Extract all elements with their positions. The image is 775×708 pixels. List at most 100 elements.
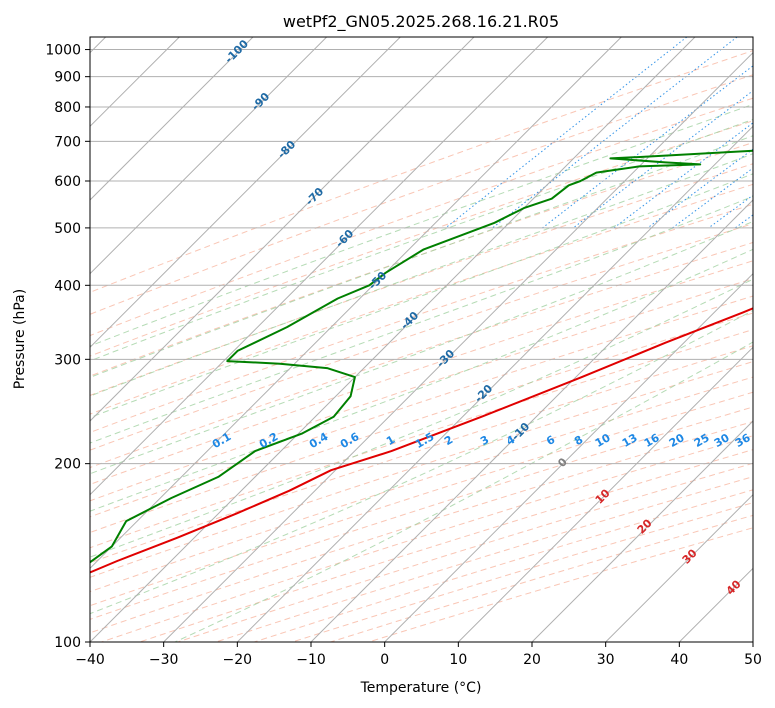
mixing-ratio-line	[672, 167, 753, 229]
isotherm-line	[90, 37, 328, 275]
y-tick-label: 500	[54, 221, 81, 237]
isotherm-line	[90, 37, 254, 201]
isotherm-line	[605, 493, 753, 642]
moist-adiabat-line	[90, 118, 753, 362]
dry-adiabat-line	[90, 120, 753, 357]
y-tick-label: 1000	[45, 43, 81, 59]
y-tick-label: 200	[54, 457, 81, 473]
mixing-ratio-label: 30	[712, 431, 732, 450]
series-lines	[90, 149, 753, 574]
isotherm-line	[163, 51, 753, 642]
dry-adiabat-line	[90, 203, 753, 433]
x-tick-label: 40	[670, 652, 688, 668]
y-tick-label: 900	[54, 70, 81, 86]
x-tick-label: −30	[149, 652, 179, 668]
moist-adiabat-line	[90, 309, 753, 615]
mixing-ratio-line	[542, 65, 753, 229]
wet-bulb-label: -90	[249, 90, 272, 113]
dry-adiabat-line	[90, 223, 753, 451]
wet-bulb-label: -100	[222, 37, 251, 66]
wet-bulb-label: -20	[472, 382, 495, 405]
x-tick-label: −20	[223, 652, 253, 668]
mixing-ratio-label: 1.5	[413, 430, 436, 451]
moist-adiabat-line	[90, 103, 753, 347]
moist-adiabat-line	[90, 135, 753, 378]
mixing-ratio-label: 25	[692, 431, 712, 450]
mixing-ratio-label: 20	[667, 431, 687, 450]
dry-adiabat-line	[90, 142, 753, 377]
isotherm-line	[90, 37, 696, 642]
temperature-profile-line	[90, 307, 753, 574]
moist-adiabat-line	[90, 248, 753, 512]
dewpoint-profile-line	[90, 149, 753, 564]
mixing-ratio-line	[613, 122, 753, 229]
isotherm-line	[384, 272, 753, 642]
dry-adiabat-line	[90, 345, 753, 564]
isotherm-line	[531, 420, 753, 642]
plot-frame	[89, 36, 754, 643]
x-tick-label: 50	[744, 652, 762, 668]
dry-adiabat-line	[368, 527, 753, 642]
mixing-ratio-label: 6	[544, 433, 557, 448]
x-tick-label: 0	[380, 652, 389, 668]
dry-adiabat-line	[90, 97, 753, 337]
dry-adiabat-line	[90, 260, 753, 485]
mixing-ratio-label: 0.1	[210, 430, 233, 451]
mixing-ratio-line	[572, 90, 753, 229]
moist-adiabat-line	[90, 195, 753, 444]
x-tick-label: 10	[449, 652, 467, 668]
y-tick-label: 400	[54, 278, 81, 294]
dry-adiabat-line	[90, 241, 753, 469]
x-tick-label: −10	[296, 652, 326, 668]
y-tick-label: 800	[54, 100, 81, 116]
moist-adiabat-line	[90, 153, 753, 397]
wet-bulb-label: -30	[434, 347, 457, 370]
reference-lines	[90, 37, 753, 642]
moist-adiabat-line	[90, 173, 753, 419]
mixing-ratio-label: 16	[642, 431, 662, 450]
isotherm-line	[310, 199, 753, 642]
y-tick-label: 700	[54, 134, 81, 150]
y-tick-label: 300	[54, 352, 81, 368]
x-ticks: −40 −30 −20 −10 0 10 20 30 40 50	[75, 642, 762, 668]
dry-adiabat-line	[90, 361, 753, 578]
x-tick-label: 30	[597, 652, 615, 668]
dry-adiabat-line	[90, 329, 753, 549]
mixing-ratio-label: 2	[442, 433, 455, 448]
x-tick-label: 20	[523, 652, 541, 668]
dry-adiabat-line	[90, 376, 753, 593]
mixing-ratio-label: 10	[593, 431, 613, 450]
x-tick-label: −40	[75, 652, 105, 668]
dry-adiabat-line	[330, 514, 753, 642]
isotherm-line	[752, 641, 753, 642]
dry-adiabat-line	[90, 391, 753, 607]
mixing-ratio-line	[734, 214, 753, 229]
gray-line-label: 0	[555, 455, 570, 470]
mixing-ratio-label: 0.4	[307, 430, 331, 451]
isotherm-line	[90, 37, 622, 570]
isotherm-line	[457, 346, 753, 642]
dry-adiabat-line	[90, 163, 753, 396]
red-line-label: 10	[593, 486, 613, 506]
gridlines	[90, 37, 753, 642]
isotherm-line	[90, 37, 549, 496]
dry-adiabat-line	[292, 502, 753, 642]
isotherm-line	[90, 37, 475, 422]
dry-adiabat-line	[90, 278, 753, 502]
isotherm-line	[90, 37, 401, 349]
dry-adiabat-line	[90, 312, 753, 534]
red-line-label: 20	[635, 516, 655, 536]
dry-adiabat-line	[90, 74, 753, 315]
y-tick-label: 600	[54, 174, 81, 190]
y-ticks: 100 200 300 400 500 600 700 800 900 1000	[45, 43, 90, 651]
moist-adiabat-line	[90, 220, 753, 475]
mixing-ratio-label: 36	[733, 431, 753, 450]
x-axis-title: Temperature (°C)	[360, 680, 482, 696]
chart-title: wetPf2_GN05.2025.268.16.21.R05	[283, 12, 559, 32]
mixing-ratio-line	[445, 37, 688, 229]
moist-adiabat-line	[90, 278, 753, 558]
dry-adiabat-line	[90, 183, 753, 415]
y-axis-title: Pressure (hPa)	[12, 289, 28, 389]
dry-adiabat-line	[90, 295, 753, 518]
isotherm-line	[236, 125, 753, 642]
